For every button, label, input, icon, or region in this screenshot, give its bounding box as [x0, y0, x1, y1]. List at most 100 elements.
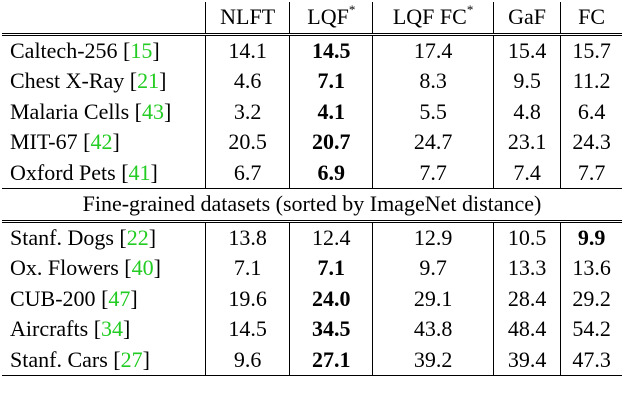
value-cell: 24.7: [372, 127, 494, 158]
value: 20.5: [228, 129, 267, 155]
value-cell: 39.2: [372, 344, 494, 376]
value-cell: 9.9: [560, 219, 622, 253]
dataset-name: Aircrafts: [10, 316, 89, 342]
value-cell: 3.2: [205, 96, 291, 127]
value: 13.3: [507, 255, 547, 281]
citation-link[interactable]: 34: [101, 316, 124, 342]
value-cell: 7.4: [493, 157, 562, 189]
header-col-0: NLFT: [205, 2, 291, 34]
value-cell: 7.7: [372, 157, 494, 189]
citation-link[interactable]: 22: [126, 224, 149, 250]
value: 24.3: [572, 129, 611, 155]
citation-link[interactable]: 27: [120, 346, 143, 372]
value-cell: 15.4: [493, 32, 562, 66]
value-cell: 19.6: [205, 283, 291, 314]
group-fine-grained: Stanf. Dogs [22] 13.8 12.4 12.9 10.5 9.9 Ox. F…: [2, 219, 622, 376]
value: 17.4: [413, 37, 453, 63]
dataset-name-cell: Aircrafts [34]: [2, 314, 206, 345]
value-cell: 4.6: [205, 66, 291, 97]
value-cell: 13.8: [205, 219, 291, 253]
value-cell: 24.0: [289, 283, 374, 314]
header-col-3: GaF: [493, 2, 562, 34]
value-cell: 7.1: [289, 66, 374, 97]
value: 13.6: [572, 255, 611, 281]
value-cell: 29.2: [561, 284, 622, 315]
dataset-name: MIT-67: [10, 129, 78, 155]
dataset-name-cell: Stanf. Cars [27]: [2, 344, 206, 376]
header-col-2: LQF FC*: [372, 2, 494, 34]
value: 6.7: [233, 159, 262, 185]
best-value: 20.7: [312, 129, 351, 155]
dataset-name-cell: Oxford Pets [41]: [2, 157, 206, 189]
value: 47.3: [572, 346, 611, 372]
table-row: CUB-200 [47] 19.6 24.0 29.1 28.4 29.2: [2, 283, 622, 315]
dataset-name-cell: Caltech-256 [15]: [2, 32, 206, 66]
value: 13.8: [228, 224, 267, 250]
value-cell: 20.7: [289, 127, 374, 158]
value: 7.1: [233, 255, 262, 281]
value-cell: 24.3: [561, 127, 622, 158]
value-cell: 28.4: [493, 283, 562, 314]
value-cell: 54.2: [561, 314, 622, 345]
best-value: 34.5: [312, 316, 351, 342]
value-cell: 4.8: [493, 96, 562, 127]
citation-link[interactable]: 43: [141, 98, 164, 124]
value-cell: 15.7: [560, 32, 622, 66]
value-cell: 27.1: [289, 344, 374, 376]
citation-link[interactable]: 21: [137, 68, 160, 94]
header-col-4: FC: [578, 4, 606, 30]
best-value: 9.9: [577, 224, 606, 250]
value: 14.5: [228, 316, 267, 342]
best-value: 24.0: [312, 285, 351, 311]
citation-link[interactable]: 41: [128, 159, 151, 185]
citation-link[interactable]: 47: [108, 285, 131, 311]
best-value: 7.1: [317, 68, 346, 94]
value-cell: 12.4: [289, 219, 374, 253]
dataset-name: Caltech-256: [10, 37, 118, 63]
group-general: Caltech-256 [15] 14.1 14.5 17.4 15.4 15.7 Ches…: [2, 32, 622, 189]
value-cell: 47.3: [560, 344, 622, 376]
value-cell: 7.1: [289, 253, 374, 284]
value-cell: 39.4: [493, 344, 562, 376]
citation-link[interactable]: 15: [130, 37, 153, 63]
value: 7.7: [419, 159, 447, 185]
value: 5.5: [419, 98, 447, 124]
citation-link[interactable]: 40: [131, 255, 154, 281]
table-row: Ox. Flowers [40] 7.1 7.1 9.7 13.3 13.6: [2, 253, 622, 284]
value-cell: 14.5: [205, 314, 291, 345]
header-col-1: LQF*: [289, 2, 374, 34]
dataset-name-cell: MIT-67 [42]: [2, 127, 206, 158]
table-row: MIT-67 [42] 20.5 20.7 24.7 23.1 24.3: [2, 127, 622, 158]
value-cell: 10.5: [493, 219, 562, 253]
value-cell: 6.4: [561, 97, 622, 128]
value-cell: 13.3: [493, 253, 562, 284]
section-label: Fine-grained datasets (sorted by ImageNe…: [2, 188, 622, 221]
best-value: 14.5: [312, 37, 351, 63]
value-cell: 23.1: [493, 127, 562, 158]
value: 14.1: [228, 37, 267, 63]
table-row: Malaria Cells [43] 3.2 4.1 5.5 4.8 6.4: [2, 96, 622, 128]
results-table: NLFT LQF* LQF FC* GaF FC Caltech-256 [15…: [2, 2, 622, 376]
citation-link[interactable]: 42: [90, 129, 113, 155]
value: 39.2: [413, 346, 453, 372]
value: 12.4: [312, 224, 351, 250]
value: 4.8: [513, 98, 541, 124]
table-row: Stanf. Dogs [22] 13.8 12.4 12.9 10.5 9.9: [2, 219, 622, 253]
value: 15.4: [507, 37, 547, 63]
value-cell: 13.6: [561, 253, 622, 284]
best-value: 7.1: [317, 255, 346, 281]
value: 7.7: [577, 159, 606, 185]
value: 9.6: [233, 346, 262, 372]
header-empty-cell: [2, 2, 206, 34]
best-value: 4.1: [317, 98, 346, 124]
value: 6.4: [577, 98, 606, 124]
dataset-name-cell: CUB-200 [47]: [2, 283, 206, 314]
value-cell: 43.8: [372, 314, 494, 345]
value: 43.8: [413, 316, 453, 342]
value: 7.4: [513, 159, 541, 185]
value: 9.5: [513, 68, 541, 94]
value: 54.2: [572, 316, 611, 342]
value-cell: 48.4: [493, 314, 562, 345]
dataset-name: Ox. Flowers: [10, 255, 119, 281]
dataset-name: Stanf. Dogs: [10, 224, 114, 250]
